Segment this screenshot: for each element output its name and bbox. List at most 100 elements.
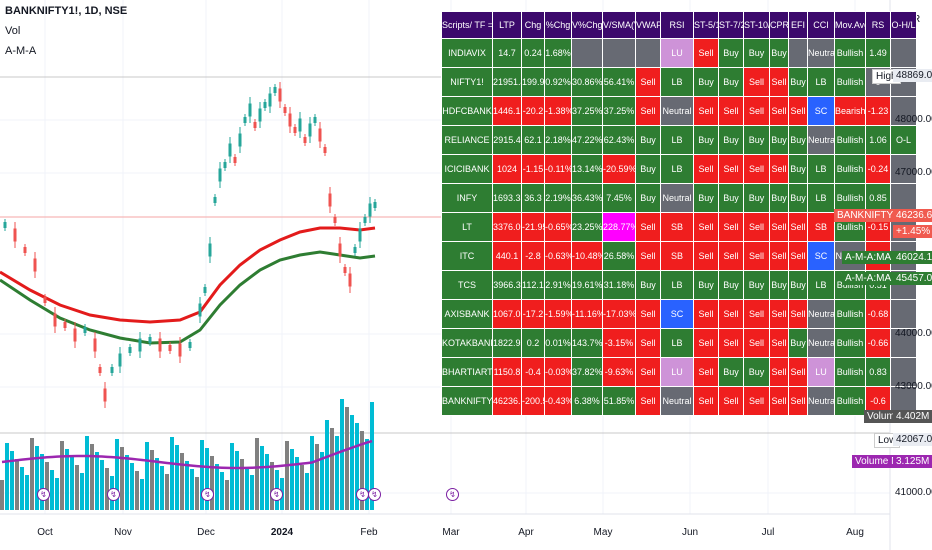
volume-bar [85,436,89,510]
candle-body [313,117,317,123]
table-cell: Sell [693,357,719,387]
candle-body [263,102,267,108]
table-cell: Buy [769,270,789,300]
candle-body [243,117,247,123]
table-cell: -10.48% [571,241,603,271]
candle-body [288,113,292,127]
table-cell: Sell [693,328,719,358]
event-icon[interactable]: ↯ [446,488,459,501]
table-cell: 1.68% [544,38,572,68]
time-tick: Apr [518,527,534,538]
volume-ma-line [1,439,373,470]
table-cell: -0.68 [865,299,891,329]
candle-body [373,202,377,208]
event-icon[interactable]: ↯ [201,488,214,501]
candle-body [98,367,102,373]
table-cell: 2.18% [544,125,572,155]
volume-bar [190,469,194,510]
table-cell: Sell [635,212,661,242]
candle-body [208,243,212,257]
table-cell: -20.59% [602,154,636,184]
event-icon[interactable]: ↯ [37,488,50,501]
volume-bar [220,472,224,510]
table-cell: LB [660,270,694,300]
table-cell: Neutral [807,386,835,416]
table-cell: Sell [769,241,789,271]
candle-body [308,123,312,137]
table-cell: SB [660,241,694,271]
table-cell: SB [807,212,835,242]
table-cell: 46236.65 [492,386,522,416]
column-header: ST-5/1 [693,11,719,39]
table-cell: -0.65% [544,212,572,242]
table-cell: Buy [743,270,770,300]
event-icon[interactable]: ↯ [368,488,381,501]
table-cell: 62.43% [602,125,636,155]
table-cell: Sell [718,386,744,416]
volume-bar [40,454,44,510]
table-cell: Sell [743,212,770,242]
table-cell: Sell [769,386,789,416]
table-cell: LB [660,328,694,358]
table-cell: Sell [788,299,808,329]
volume-bar [125,455,129,510]
script-name-cell: AXISBANK [441,299,493,329]
table-cell [890,328,917,358]
table-cell: 0.83 [865,357,891,387]
candle-body [258,108,262,122]
table-cell: Buy [788,125,808,155]
table-cell: Bullish [834,328,866,358]
volume-indicator-label[interactable]: Vol [5,25,21,37]
volume-bar [290,449,294,510]
table-cell: -1.38% [544,96,572,126]
table-cell: Sell [693,154,719,184]
table-cell: -1.59% [544,299,572,329]
script-name-cell: BANKNIFTY1! [441,386,493,416]
candle-body [368,203,372,217]
volume-bar [270,462,274,510]
table-cell: Buy [769,38,789,68]
volume-bar [335,436,339,510]
time-tick: Aug [846,527,864,538]
volume-bar [285,441,289,510]
price-tick: 43000.00 [895,381,932,392]
time-tick: May [593,527,613,538]
table-cell: 1067.05 [492,299,522,329]
table-cell: Bullish [834,38,866,68]
table-cell: Buy [693,67,719,97]
event-icon[interactable]: ↯ [107,488,120,501]
script-name-cell: KOTAKBANK [441,328,493,358]
table-cell: -0.43% [544,386,572,416]
candle-body [358,228,362,242]
table-cell: Sell [743,154,770,184]
column-header: CCI [807,11,835,39]
candle-body [33,258,37,272]
time-tick: 2024 [270,527,294,538]
candle-body [203,287,207,293]
symbol-title[interactable]: BANKNIFTY1!, 1D, NSE [5,5,128,17]
volume-bar [230,443,234,510]
table-cell: 13.14% [571,154,603,184]
ama-indicator-label[interactable]: A-M-A [5,45,37,57]
table-cell: 37.25% [602,96,636,126]
table-cell: SC [807,241,835,271]
table-cell: -1.23 [865,96,891,126]
table-cell: 1.49 [865,38,891,68]
script-name-cell: INDIAVIX [441,38,493,68]
volume-bar [365,439,369,510]
table-cell: Sell [635,241,661,271]
column-header: CPR [769,11,789,39]
script-name-cell: ICICIBANK [441,154,493,184]
table-cell: Sell [635,386,661,416]
event-icon[interactable]: ↯ [270,488,283,501]
table-cell: Sell [769,357,789,387]
script-name-cell: NIFTY1! [441,67,493,97]
volume-bar [245,467,249,510]
table-cell: Buy [788,183,808,213]
volume-bar [330,428,334,510]
table-cell: LB [660,125,694,155]
candle-body [103,388,107,402]
volume-bar [105,468,109,510]
volume-bar [140,479,144,510]
volume-bar [360,431,364,510]
